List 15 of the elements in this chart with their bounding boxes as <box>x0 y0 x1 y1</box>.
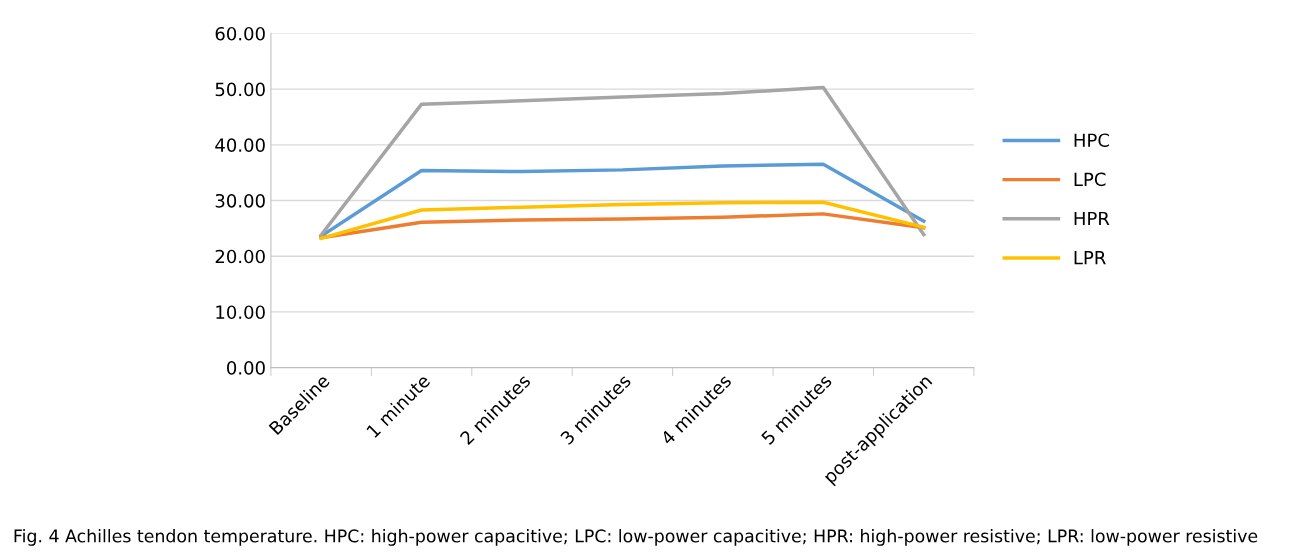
y-tick-label: 0.00 <box>227 361 265 375</box>
y-tick-label: 30.00 <box>215 193 265 208</box>
legend-label: HPC <box>1074 133 1109 148</box>
legend-label: HPR <box>1074 211 1110 226</box>
line-series <box>319 200 926 241</box>
legend-label: LPR <box>1074 251 1106 265</box>
y-tick-label: 10.00 <box>216 305 265 320</box>
y-tick-label: 40.00 <box>215 138 265 152</box>
legend-label: LPC <box>1074 172 1106 187</box>
caption: Fig. 4 Achilles tendon temperature. HPC: high-power capacitive; LPC: low-power capacitive; HPR: high-power resistive; LPR: low-power resistive <box>14 529 1258 546</box>
y-tick-label: 20.00 <box>215 249 265 264</box>
y-tick-label: 50.00 <box>215 82 265 97</box>
line-series <box>319 85 926 237</box>
line-series <box>319 212 926 240</box>
y-tick-label: 60.00 <box>215 26 265 41</box>
